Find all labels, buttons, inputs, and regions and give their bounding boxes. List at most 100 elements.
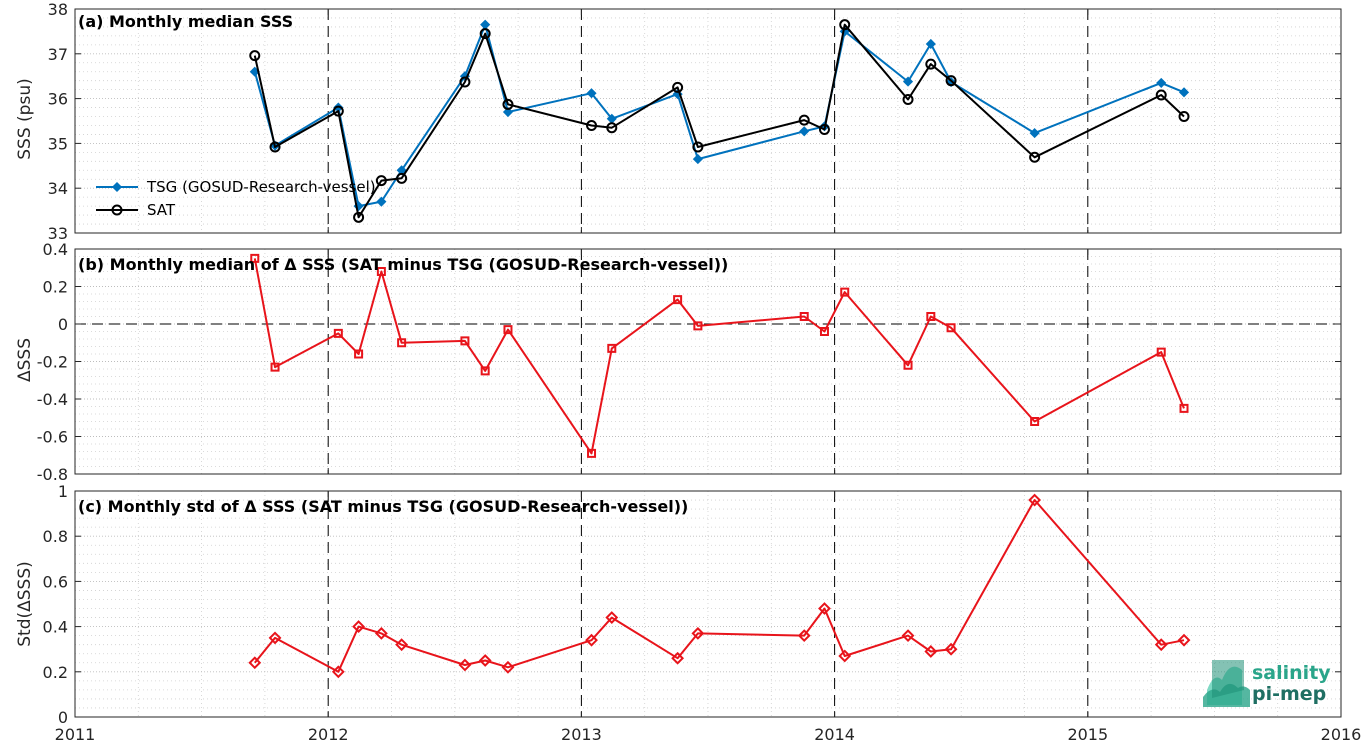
data-point — [944, 642, 958, 656]
data-point — [395, 638, 409, 652]
data-point — [606, 122, 618, 134]
series-line — [253, 23, 1185, 219]
data-point — [798, 114, 810, 126]
y-tick-label: 35 — [48, 134, 68, 153]
y-tick-label: 34 — [48, 179, 68, 198]
data-point — [374, 626, 388, 640]
data-point — [902, 93, 914, 105]
data-point — [924, 645, 938, 658]
data-point — [459, 76, 471, 88]
data-point — [353, 211, 365, 223]
legend: TSG (GOSUD-Research-vessel) SAT — [96, 178, 376, 219]
data-point — [925, 58, 937, 70]
x-tick-label: 2012 — [308, 725, 349, 744]
data-point — [397, 338, 407, 348]
data-point — [270, 362, 280, 372]
data-point — [605, 611, 619, 624]
data-point — [1155, 89, 1167, 101]
panel-2-plot: 0 0.2 0.4 0.6 0.8 1 2011 2012 2013 2014 2015 2016 — [43, 482, 1362, 744]
data-point — [1029, 151, 1041, 163]
data-point — [248, 656, 262, 670]
data-point — [501, 660, 515, 674]
data-point — [479, 28, 491, 40]
y-tick-label: 0.8 — [43, 527, 68, 546]
legend-label: TSG (GOSUD-Research-vessel) — [146, 178, 376, 196]
data-point — [332, 105, 344, 117]
data-point — [478, 654, 492, 667]
y-tick-label: 37 — [48, 45, 68, 64]
data-point — [586, 119, 598, 131]
data-point — [901, 629, 915, 643]
x-tick-label: 2014 — [814, 725, 855, 744]
y-tick-label: 38 — [48, 0, 68, 19]
data-point — [396, 172, 408, 184]
data-point — [1178, 87, 1190, 98]
panel-c: (c) Monthly std of Δ SSS (SAT minus TSG … — [15, 497, 688, 647]
data-point — [269, 141, 281, 153]
y-tick-label: 0.4 — [43, 618, 68, 637]
y-tick-label: 36 — [48, 90, 68, 109]
data-point — [926, 312, 936, 321]
data-point — [585, 633, 598, 647]
data-point — [692, 154, 703, 165]
axes-frame — [74, 490, 1342, 718]
x-tick-label: 2013 — [561, 725, 602, 744]
panel-b-ylabel: ΔSSS — [15, 338, 35, 382]
data-point — [925, 38, 936, 50]
series-sat — [249, 19, 1190, 223]
data-point — [607, 343, 617, 353]
data-point — [902, 76, 914, 87]
data-point — [691, 626, 705, 640]
data-point — [693, 321, 703, 331]
data-point — [799, 126, 810, 137]
panel-b-title: (b) Monthly median of Δ SSS (SAT minus T… — [78, 255, 728, 274]
data-point — [376, 196, 387, 207]
x-tick-label: 2015 — [1067, 725, 1108, 744]
data-point — [375, 175, 387, 187]
panel-a-ylabel: SSS (psu) — [15, 78, 35, 159]
data-point — [331, 665, 345, 679]
data-point — [354, 349, 364, 359]
data-point — [1156, 347, 1166, 357]
data-point — [818, 124, 830, 136]
data-point — [249, 50, 261, 62]
data-point — [840, 287, 850, 297]
data-point — [376, 267, 386, 276]
y-tick-label: 33 — [48, 224, 68, 243]
panel-a: (a) Monthly median SSS SSS (psu) — [15, 12, 293, 160]
y-tick-label: 0.2 — [43, 663, 68, 682]
data-point — [1030, 417, 1040, 426]
data-point — [352, 620, 365, 634]
data-point — [673, 295, 683, 305]
y-tick-label: -0.4 — [37, 390, 68, 409]
data-point — [945, 75, 957, 87]
y-tick-label: -0.2 — [37, 353, 68, 372]
data-point — [797, 629, 811, 643]
series-delta — [250, 253, 1189, 458]
panel-1-plot: -0.8 -0.6 -0.4 -0.2 0 0.2 0.4 — [37, 240, 1342, 484]
data-point — [839, 19, 851, 31]
logo-text-salinity: salinity — [1252, 662, 1331, 684]
data-point — [672, 81, 684, 93]
data-point — [1154, 638, 1168, 652]
x-tick-label: 2016 — [1321, 725, 1362, 744]
data-point — [838, 649, 852, 663]
data-point — [460, 336, 470, 346]
y-tick-label: 0.2 — [43, 278, 68, 297]
panel-b: (b) Monthly median of Δ SSS (SAT minus T… — [15, 255, 728, 382]
data-point — [502, 98, 514, 110]
y-tick-label: 0 — [58, 315, 68, 334]
data-point — [1028, 493, 1042, 507]
y-tick-label: 0.6 — [43, 572, 68, 591]
panel-a-title: (a) Monthly median SSS — [78, 12, 293, 31]
data-point — [692, 141, 704, 153]
axes-frame — [74, 8, 1342, 234]
data-point — [799, 312, 809, 321]
data-point — [818, 602, 831, 615]
data-point — [587, 448, 597, 458]
data-point — [671, 651, 685, 665]
data-point — [1029, 128, 1040, 139]
panel-c-ylabel: Std(ΔSSS) — [15, 561, 35, 647]
data-point — [268, 631, 282, 645]
data-point — [903, 360, 913, 370]
